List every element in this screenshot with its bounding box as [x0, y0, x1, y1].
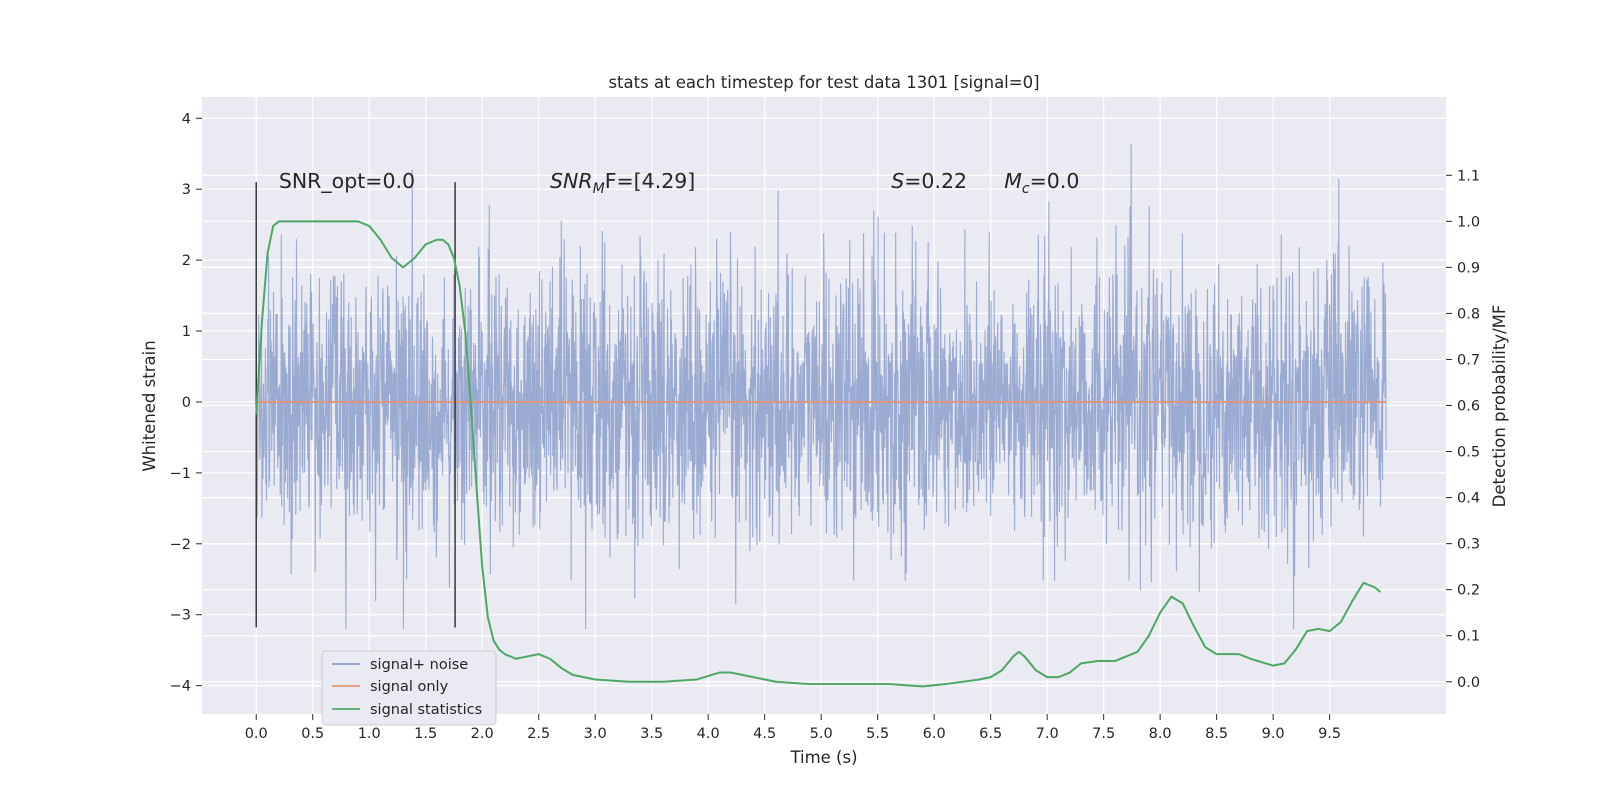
x-tick-label: 8.0	[1149, 726, 1172, 742]
y-tick-label: −1	[170, 466, 191, 482]
y-axis-label: Whitened strain	[140, 340, 159, 471]
y2-tick-label: 1.1	[1457, 168, 1480, 184]
chart-title: stats at each timestep for test data 130…	[608, 73, 1039, 92]
x-tick-label: 8.5	[1205, 726, 1228, 742]
y2-axis-label: Detection probability/MF	[1490, 305, 1509, 508]
y2-tick-label: 0.4	[1457, 491, 1480, 507]
y-tick-label: −3	[170, 608, 191, 624]
x-axis-label: Time (s)	[789, 748, 857, 767]
y-axis-ticks: −4 −3 −2 −1 0 1 2 3 4	[170, 111, 202, 695]
y-tick-label: −2	[170, 537, 191, 553]
x-tick-label: 0.5	[301, 726, 324, 742]
y2-tick-label: 1.0	[1457, 214, 1480, 230]
annotation-text: SNR_opt=0.0	[279, 169, 415, 194]
x-tick-label: 9.0	[1262, 726, 1285, 742]
y2-axis-ticks: 0.0 0.1 0.2 0.3 0.4 0.5 0.6 0.7 0.8 0.9 1.0 1.1	[1446, 168, 1480, 691]
x-tick-label: 1.0	[358, 726, 381, 742]
x-tick-label: 7.5	[1092, 726, 1115, 742]
x-tick-label: 4.0	[697, 726, 720, 742]
x-tick-label: 2.0	[471, 726, 494, 742]
x-tick-label: 7.0	[1036, 726, 1059, 742]
x-tick-label: 4.5	[753, 726, 776, 742]
x-axis-ticks: 0.0 0.5 1.0 1.5 2.0 2.5 3.0 3.5 4.0 4.5 5.0 5.5 6.0 6…	[245, 714, 1341, 742]
series-signal-statistics	[255, 220, 1382, 688]
annotation-text: SNRMF=[4.29]	[550, 169, 695, 197]
x-tick-label: 1.5	[414, 726, 437, 742]
legend-label-signal-noise: signal+ noise	[370, 657, 468, 673]
y-tick-label: 0	[182, 395, 191, 411]
legend-label-signal-only: signal only	[370, 679, 449, 695]
series-signal-noise	[255, 144, 1387, 629]
y2-tick-label: 0.7	[1457, 352, 1480, 368]
noise-trace	[255, 144, 1387, 629]
x-tick-label: 9.5	[1318, 726, 1341, 742]
y-tick-label: 4	[182, 111, 191, 127]
y2-tick-label: 0.6	[1457, 399, 1480, 415]
legend-label-signal-statistics: signal statistics	[370, 702, 482, 718]
annotations: SNR_opt=0.0 SNRMF=[4.29] S=0.22 Mc=0.0	[279, 169, 1080, 197]
y-tick-label: −4	[170, 679, 191, 695]
y2-tick-label: 0.3	[1457, 537, 1480, 553]
annotation-text: S=0.22	[891, 169, 967, 193]
y-tick-label: 2	[182, 253, 191, 269]
y2-tick-label: 0.5	[1457, 445, 1480, 461]
annotation-text: Mc=0.0	[1004, 169, 1079, 197]
y2-tick-label: 0.8	[1457, 306, 1480, 322]
signal-statistics-line	[255, 220, 1382, 688]
y2-tick-label: 0.0	[1457, 675, 1480, 691]
x-tick-label: 2.5	[527, 726, 550, 742]
y2-tick-label: 0.9	[1457, 260, 1480, 276]
x-tick-label: 0.0	[245, 726, 268, 742]
x-tick-label: 3.5	[640, 726, 663, 742]
y2-tick-label: 0.1	[1457, 629, 1480, 645]
y-tick-label: 1	[182, 324, 191, 340]
x-tick-label: 6.0	[923, 726, 946, 742]
legend: signal+ noise signal only signal statist…	[321, 650, 497, 726]
x-tick-label: 6.5	[979, 726, 1002, 742]
x-tick-label: 5.5	[866, 726, 889, 742]
y2-tick-label: 0.2	[1457, 583, 1480, 599]
x-tick-label: 5.0	[810, 726, 833, 742]
y-tick-label: 3	[182, 182, 191, 198]
legend-box	[321, 650, 497, 726]
x-tick-label: 3.0	[584, 726, 607, 742]
